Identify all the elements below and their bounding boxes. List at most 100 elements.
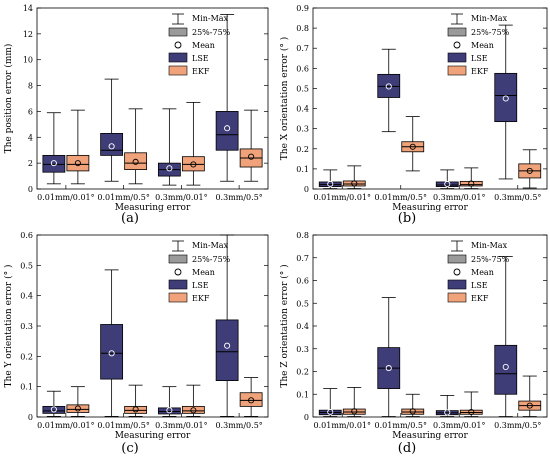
box-lse (100, 78, 124, 182)
legend: Min-Max 25%-75% Mean LSE EKF (168, 240, 231, 303)
panel-4: 0 0.1 0.2 0.3 0.4 0.5 0.6 0.7 0.8 0.01mm/0.01° 0.0… (279, 231, 548, 456)
mean-marker (132, 406, 139, 413)
mean-marker (351, 408, 358, 415)
box-lse (494, 256, 518, 417)
x-axis-label: Measuring error (115, 203, 191, 213)
legend-minmax-label: Min-Max (471, 241, 508, 250)
mean-marker (224, 125, 231, 132)
y-tick-label: 0.1 (296, 165, 309, 174)
legend-lse-symbol (168, 279, 188, 290)
legend-iqr-symbol (168, 27, 188, 37)
y-tick-label: 0.8 (296, 231, 309, 240)
x-tick-label: 0.3mm/0.5° (494, 193, 541, 202)
box-lse (435, 394, 459, 417)
mean-marker (351, 180, 358, 187)
y-tick-label: 0.4 (296, 322, 309, 331)
mean-marker (385, 365, 392, 372)
legend-mean-symbol (174, 268, 182, 276)
box-ekf (401, 393, 425, 417)
legend-mean-symbol (453, 41, 461, 49)
legend-iqr-symbol (447, 27, 467, 37)
legend-ekf-label: EKF (192, 294, 210, 303)
panel-1: 0 2 4 6 8 10 12 14 0.01mm/0.01° 0.01mm/0.5° 0.3mm/… (3, 4, 269, 226)
legend-ekf-symbol (168, 65, 188, 76)
x-tick-label: 0.3mm/0.5° (494, 421, 541, 430)
y-tick-label: 0.6 (296, 277, 309, 286)
mean-marker (385, 83, 392, 90)
x-tick-label: 0.01mm/0.01° (314, 421, 372, 430)
mean-marker (50, 406, 57, 413)
iqr-box (124, 152, 148, 171)
y-tick-label: 4 (28, 133, 33, 142)
legend-mean-label: Mean (192, 268, 215, 277)
box-ekf (181, 101, 205, 186)
iqr-box (100, 133, 124, 156)
y-axis-label: The Z orientation error (° ) (279, 264, 290, 387)
x-tick-label: 0.3mm/0.5° (215, 193, 262, 202)
y-tick-label: 0.7 (296, 254, 309, 263)
x-tick-label: 0.3mm/0.01° (433, 421, 485, 430)
legend-iqr-label: 25%-75% (471, 28, 510, 37)
box-lse (157, 108, 181, 186)
mean-marker (248, 397, 255, 404)
legend-minmax-label: Min-Max (471, 14, 508, 23)
panel-label: (c) (121, 441, 138, 456)
y-tick-label: 0 (304, 413, 309, 422)
box-lse (435, 169, 459, 189)
legend-mean-symbol (174, 41, 182, 49)
mean-marker (327, 180, 334, 188)
box-ekf (66, 386, 90, 417)
box-lse (215, 14, 239, 182)
legend: Min-Max 25%-75% Mean LSE EKF (447, 240, 510, 303)
legend-mean-label: Mean (471, 41, 494, 50)
y-tick-label: 0.4 (296, 105, 309, 114)
iqr-box (377, 73, 401, 98)
mean-marker (108, 143, 115, 150)
mean-marker (409, 408, 416, 415)
plot-frame (36, 7, 269, 190)
legend-iqr-label: 25%-75% (192, 28, 231, 37)
y-tick-label: 0 (304, 185, 309, 194)
y-tick-label: 0 (28, 413, 33, 422)
y-tick-label: 0.6 (296, 64, 309, 73)
iqr-box (494, 72, 518, 123)
mean-marker (502, 95, 509, 102)
x-tick-label: 0.01mm/0.5° (375, 193, 427, 202)
box-ekf (239, 109, 263, 182)
mean-marker (502, 363, 509, 371)
y-tick-label: 0.1 (296, 390, 309, 399)
y-axis-label: The X orientation error (° ) (279, 37, 290, 160)
y-tick-label: 14 (23, 4, 33, 13)
legend-lse-symbol (447, 52, 467, 63)
legend-lse-symbol (168, 52, 188, 63)
iqr-box (342, 180, 366, 187)
iqr-box (435, 181, 459, 187)
y-axis-label: The position error (mm) (3, 44, 14, 154)
mean-marker (74, 405, 81, 412)
box-ekf (239, 377, 263, 417)
mean-marker (108, 350, 115, 357)
x-axis-label: Measuring error (392, 431, 468, 441)
legend-ekf-label: EKF (192, 67, 210, 76)
x-axis-label: Measuring error (115, 431, 191, 441)
y-tick-label: 0.3 (296, 345, 309, 354)
box-ekf (342, 165, 366, 189)
box-ekf (518, 149, 542, 189)
x-tick-label: 0.01mm/0.01° (37, 421, 95, 430)
mean-marker (166, 165, 173, 172)
box-ekf (342, 387, 366, 417)
y-tick-label: 0.9 (296, 4, 309, 13)
panel-2: 0 0.1 0.2 0.3 0.4 0.5 0.6 0.7 0.8 0.9 0.01mm/0.01°… (279, 4, 548, 226)
y-axis-label: The Y orientation error (° ) (3, 265, 14, 388)
legend-lse-symbol (447, 279, 467, 290)
mean-marker (526, 167, 533, 174)
box-lse (157, 386, 181, 417)
legend-iqr-label: 25%-75% (192, 255, 231, 264)
iqr-box (239, 392, 263, 407)
iqr-box (181, 156, 205, 172)
legend-mean-label: Mean (192, 41, 215, 50)
legend-ekf-label: EKF (471, 67, 489, 76)
y-tick-label: 0.2 (296, 145, 309, 154)
legend-ekf-symbol (447, 292, 467, 303)
